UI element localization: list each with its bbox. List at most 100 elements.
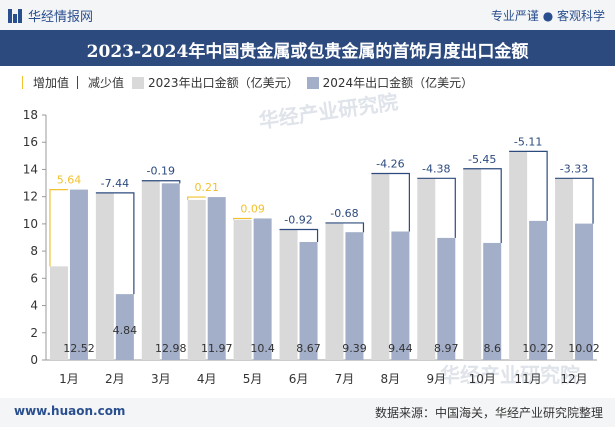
value-label-2024: 10.22 <box>522 342 554 355</box>
change-bracket-decrease <box>371 172 410 232</box>
bar-2024 <box>299 241 318 360</box>
top-bar <box>0 0 615 30</box>
legend-label-2024: 2024年出口金额（亿美元） <box>322 76 474 90</box>
value-label-2024: 8.97 <box>434 342 459 355</box>
legend-swatch-2024 <box>306 76 319 89</box>
change-label: -5.11 <box>514 135 542 148</box>
bar-2024 <box>391 231 410 360</box>
bar-2023 <box>417 178 436 360</box>
legend-item-2024: 2024年出口金额（亿美元） <box>306 74 474 91</box>
change-label: 0.21 <box>194 181 219 194</box>
change-label: -5.45 <box>468 153 496 166</box>
x-tick-label: 10月 <box>469 372 496 386</box>
change-bracket-decrease <box>279 228 319 242</box>
legend-label-2023: 2023年出口金额（亿美元） <box>148 76 299 90</box>
change-label: 0.09 <box>240 202 265 215</box>
x-tick-label: 8月 <box>381 372 401 386</box>
change-bracket-increase <box>187 196 206 200</box>
bar-2023 <box>233 219 252 360</box>
legend-item-increase: 增加值 <box>22 74 69 91</box>
y-tick-label: 2 <box>30 326 38 340</box>
change-label: -0.68 <box>330 207 358 220</box>
bar-2023 <box>141 180 160 360</box>
x-tick-label: 9月 <box>426 372 446 386</box>
bar-2023 <box>49 266 68 360</box>
value-label-2024: 11.97 <box>201 342 233 355</box>
change-label: 5.64 <box>57 174 82 187</box>
change-bracket-increase <box>49 188 68 267</box>
bar-2024 <box>115 294 134 360</box>
x-tick-label: 2月 <box>105 372 125 386</box>
legend-label-decrease: 减少值 <box>88 76 125 90</box>
change-label: -0.19 <box>147 165 175 178</box>
bar-2024 <box>161 183 180 360</box>
footer-source: 数据来源：中国海关，华经产业研究院整理 <box>374 406 603 420</box>
x-tick-label: 11月 <box>514 372 541 386</box>
bar-2024 <box>529 220 548 360</box>
legend-swatch-decrease <box>77 76 84 89</box>
change-bracket-decrease <box>509 150 548 221</box>
labels: 5.64 12.52 -7.44 4.84 -0.19 12.98 0.21 11.97 0.0… <box>57 135 600 355</box>
slogan: 专业严谨 ● 客观科学 <box>490 9 605 23</box>
legend-swatch-2023 <box>132 76 145 89</box>
bar-2024 <box>253 218 272 360</box>
chart-title: 2023-2024年中国贵金属或包贵金属的首饰月度出口金额 <box>86 42 529 62</box>
x-tick-label: 1月 <box>59 372 79 386</box>
bar-2024 <box>437 237 456 360</box>
y-tick-label: 10 <box>23 217 38 231</box>
x-tick-label: 5月 <box>243 372 263 386</box>
bar-2024 <box>207 197 226 360</box>
bar-2023 <box>509 151 528 360</box>
footer-bar <box>0 398 615 427</box>
change-bracket-increase <box>233 217 252 220</box>
change-label: -4.38 <box>422 162 450 175</box>
bar-2023 <box>325 222 344 360</box>
y-tick-label: 16 <box>23 135 38 149</box>
bar-2024 <box>69 189 88 360</box>
brand-name: 华经情报网 <box>28 10 94 25</box>
footer-site: www.huaon.com <box>14 404 126 418</box>
change-bracket-decrease <box>555 177 594 224</box>
y-tick-label: 14 <box>23 162 38 176</box>
watermark-top: 华经产业研究院 <box>257 90 399 133</box>
change-bracket-decrease <box>141 180 181 184</box>
x-tick-label: 12月 <box>560 372 587 386</box>
x-tick-label: 6月 <box>289 372 309 386</box>
x-tick-label: 3月 <box>151 372 171 386</box>
y-tick-label: 18 <box>23 108 38 122</box>
brand: 华经情报网 <box>8 6 93 25</box>
change-label: -4.26 <box>376 158 404 171</box>
title-bar <box>0 30 615 66</box>
y-tick-label: 4 <box>30 299 38 313</box>
bar-2024 <box>575 223 594 360</box>
bar-2023 <box>555 178 574 360</box>
legend-item-2023: 2023年出口金额（亿美元） <box>132 74 299 91</box>
y-tick-label: 6 <box>30 271 38 285</box>
value-label-2024: 12.52 <box>63 342 95 355</box>
y-tick-label: 0 <box>30 353 38 367</box>
legend: 增加值 减少值 2023年出口金额（亿美元） 2024年出口金额（亿美元） <box>22 74 481 91</box>
value-label-2024: 8.67 <box>296 342 321 355</box>
change-label: -7.44 <box>101 177 129 190</box>
bar-2023 <box>463 168 482 360</box>
watermark-bottom: 华经产业研究院 <box>440 363 580 387</box>
value-label-2024: 4.84 <box>113 324 138 337</box>
change-bracket-decrease <box>417 177 456 238</box>
y-tick-label: 12 <box>23 190 38 204</box>
value-label-2024: 9.39 <box>342 342 367 355</box>
bar-2024 <box>345 232 364 360</box>
axes: 0 2 4 6 8 10 12 14 16 18 1月 2月 3月 4月 5月 6月 7月 8月 9月 10月 11月 1… <box>23 108 597 386</box>
brand-logo-icon <box>8 8 22 23</box>
bar-2023 <box>371 173 390 360</box>
y-tick-label: 8 <box>30 244 38 258</box>
bar-2023 <box>95 192 114 360</box>
bar-2023 <box>187 199 206 360</box>
value-label-2024: 8.6 <box>483 342 501 355</box>
x-tick-label: 4月 <box>197 372 217 386</box>
x-tick-label: 7月 <box>335 372 355 386</box>
change-bracket-decrease <box>463 168 502 243</box>
value-label-2024: 12.98 <box>155 342 187 355</box>
value-label-2024: 10.02 <box>568 342 600 355</box>
bar-2024 <box>483 242 502 360</box>
bar-2023 <box>279 229 298 360</box>
